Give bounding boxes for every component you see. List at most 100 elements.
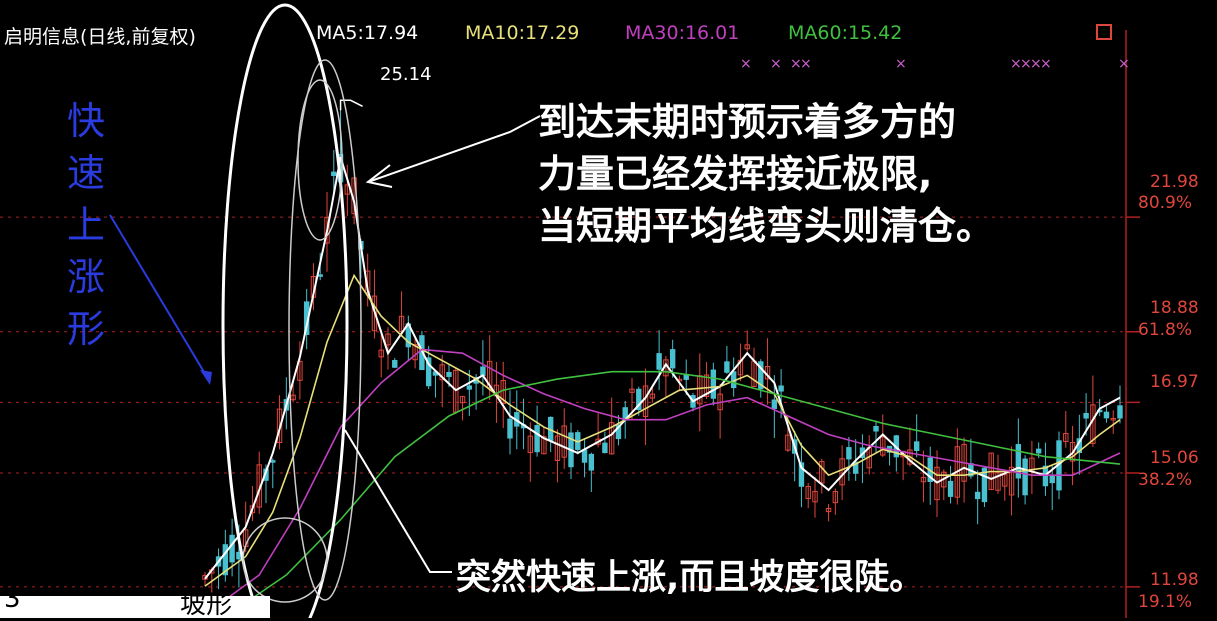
peak-marker	[339, 99, 363, 111]
candle-body	[669, 349, 676, 369]
candle-body	[1022, 458, 1028, 496]
candle-body	[1002, 474, 1008, 487]
candle-body	[581, 449, 588, 463]
axis-price-0: 21.98	[1150, 172, 1199, 192]
candle-body	[466, 385, 473, 390]
ma5-legend: MA5:17.94	[316, 22, 419, 44]
candle-body	[1117, 405, 1123, 419]
candle-body	[229, 534, 235, 563]
window-toggle-icon[interactable]	[1096, 24, 1112, 40]
candle-body	[873, 425, 879, 432]
candle-body	[785, 434, 791, 451]
caption-text: 坡形	[180, 590, 233, 620]
candle-body	[947, 480, 954, 497]
axis-pct-1: 61.8%	[1138, 320, 1193, 340]
candle-body	[297, 360, 303, 381]
candle-body	[331, 171, 337, 177]
candle-body	[425, 357, 432, 387]
candle-body	[459, 396, 466, 404]
candle-body	[1110, 417, 1116, 421]
candle-body	[588, 453, 595, 471]
ma30-line	[218, 348, 1121, 606]
candle-body	[852, 461, 859, 474]
candle-body	[758, 361, 764, 390]
highlight-ellipse-peak	[297, 79, 343, 241]
candle-body	[534, 425, 540, 453]
candle-body	[446, 371, 452, 377]
candle-body	[744, 344, 750, 350]
axis-price-2: 16.97	[1150, 372, 1199, 392]
vertical-char: 快	[66, 99, 105, 143]
highlight-circle-base	[242, 517, 328, 603]
ma60-line	[231, 370, 1121, 613]
candle-body	[880, 436, 886, 456]
axis-pct-0: 80.9%	[1138, 193, 1193, 213]
ma30-legend: MA30:16.01	[625, 22, 740, 44]
candle-body	[290, 394, 296, 401]
candle-body	[981, 467, 988, 503]
annotation-bottom: 突然快速上涨,而且坡度很陡。	[456, 558, 925, 598]
candle-body	[324, 216, 330, 244]
candle-body	[527, 435, 534, 454]
vertical-label: 快 速 上 涨 形	[66, 95, 106, 355]
candle-body	[629, 388, 635, 393]
candle-body	[1015, 444, 1022, 479]
highlight-ellipse-inner	[288, 59, 362, 601]
candle-body	[541, 436, 547, 455]
event-marker: ×	[790, 56, 802, 72]
caption-number: 3	[4, 584, 21, 614]
candle-body	[812, 490, 818, 503]
event-marker: ×	[895, 56, 907, 72]
candle-body	[703, 374, 710, 397]
candle-body	[1035, 448, 1042, 454]
candle-body	[602, 442, 608, 454]
axis-pct-4: 19.1%	[1138, 592, 1193, 612]
candle-body	[724, 361, 730, 373]
candle-body	[771, 399, 778, 409]
candle-body	[615, 424, 622, 440]
candle-body	[554, 435, 561, 462]
event-marker: ×	[740, 56, 752, 72]
candle-body	[710, 369, 717, 399]
candle-body	[846, 447, 852, 460]
axis-price-1: 18.88	[1150, 298, 1199, 318]
event-marker: ×	[1020, 56, 1032, 72]
blue-arrow-head	[200, 370, 212, 385]
event-marker: ×	[770, 56, 782, 72]
event-marker: ×	[800, 56, 812, 72]
annotation-top: 到达末期时预示着多方的 力量已经发挥接近极限, 当短期平均线弯头则清仓。	[538, 96, 994, 252]
blue-arrow-line	[109, 214, 211, 383]
candle-body	[1008, 466, 1015, 496]
candle-body	[371, 295, 378, 332]
candle-body	[392, 359, 398, 368]
annotation-arrow-top	[367, 115, 541, 183]
candle-body	[398, 315, 405, 333]
candle-body	[608, 422, 615, 455]
candle-body	[222, 544, 229, 576]
candle-body	[507, 418, 513, 439]
candle-body	[1103, 411, 1110, 419]
candle-body	[920, 476, 927, 483]
ma10-line	[204, 273, 1121, 587]
annotation-top-line: 到达末期时预示着多方的	[538, 100, 957, 144]
candle-body	[378, 349, 384, 358]
caption-strip	[0, 596, 270, 618]
candle-body	[486, 360, 493, 389]
annotation-top-line: 当短期平均线弯头则清仓。	[538, 204, 995, 248]
candle-body	[832, 490, 839, 504]
vertical-char: 速	[66, 151, 105, 195]
candle-body	[276, 408, 283, 444]
candle-body	[1083, 412, 1089, 419]
annotation-arrow-top-head	[365, 164, 393, 188]
ma5-line	[204, 156, 1121, 580]
candle-body	[805, 486, 811, 500]
candle-body	[412, 344, 418, 361]
candle-body	[480, 366, 486, 376]
candle-body	[317, 274, 323, 277]
axis-pct-3: 38.2%	[1138, 470, 1193, 490]
candle-body	[934, 466, 940, 501]
event-marker: ×	[1030, 56, 1042, 72]
candle-body	[1049, 474, 1055, 484]
annotation-pointer-bottom	[344, 429, 452, 573]
